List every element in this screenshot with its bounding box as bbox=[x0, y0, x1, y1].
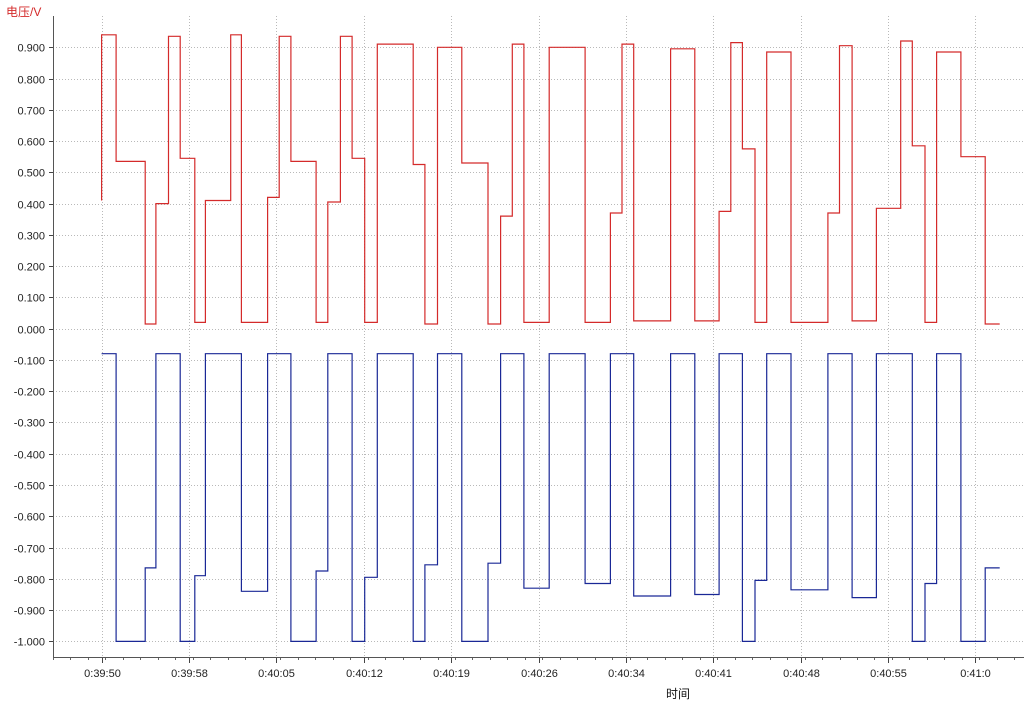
y-tick-label: 0.200 bbox=[17, 262, 45, 274]
x-tick-label: 0:40:41 bbox=[695, 668, 732, 680]
x-tick-label: 0:40:26 bbox=[521, 668, 558, 680]
y-tick-label: -0.100 bbox=[14, 356, 45, 368]
x-tick-label: 0:40:55 bbox=[870, 668, 907, 680]
y-tick-label: -0.600 bbox=[14, 512, 45, 524]
y-tick-labels: -1.000 -0.900 -0.800 -0.700 -0.600 -0.500 -0.4… bbox=[14, 43, 45, 649]
series-lines bbox=[100, 34, 1000, 643]
x-axis-title: 时间 bbox=[666, 687, 690, 701]
series-line-1 bbox=[100, 34, 1000, 325]
x-tick-label: 0:40:05 bbox=[258, 668, 295, 680]
y-tick-label: 0.700 bbox=[17, 106, 45, 118]
axes bbox=[49, 16, 1024, 663]
y-tick-label: 0.800 bbox=[17, 75, 45, 87]
x-tick-label: 0:40:48 bbox=[783, 668, 820, 680]
x-tick-label: 0:41:0 bbox=[960, 668, 991, 680]
y-tick-label: -0.800 bbox=[14, 575, 45, 587]
y-tick-label: 0.500 bbox=[17, 168, 45, 180]
y-tick-label: -0.400 bbox=[14, 450, 45, 462]
x-tick-label: 0:39:50 bbox=[84, 668, 121, 680]
y-tick-label: -0.500 bbox=[14, 481, 45, 493]
y-tick-label: -0.900 bbox=[14, 606, 45, 618]
y-tick-label: 0.900 bbox=[17, 43, 45, 55]
x-tick-labels: 0:39:50 0:39:58 0:40:05 0:40:12 0:40:19 0:40:… bbox=[84, 668, 991, 680]
y-tick-label: 0.600 bbox=[17, 137, 45, 149]
x-tick-label: 0:40:12 bbox=[346, 668, 383, 680]
y-tick-label: -0.300 bbox=[14, 418, 45, 430]
series-line-2 bbox=[101, 353, 1000, 643]
grid-lines bbox=[53, 16, 1024, 657]
y-tick-label: 0.300 bbox=[17, 231, 45, 243]
x-tick-label: 0:39:58 bbox=[171, 668, 208, 680]
y-tick-label: -0.200 bbox=[14, 387, 45, 399]
y-tick-label: 0.400 bbox=[17, 200, 45, 212]
y-tick-label: 0.100 bbox=[17, 293, 45, 305]
x-tick-label: 0:40:34 bbox=[608, 668, 645, 680]
y-axis-title: 电压/V bbox=[6, 5, 41, 19]
y-tick-label: 0.000 bbox=[17, 325, 45, 337]
y-tick-label: -1.000 bbox=[14, 637, 45, 649]
y-tick-label: -0.700 bbox=[14, 544, 45, 556]
x-tick-label: 0:40:19 bbox=[433, 668, 470, 680]
